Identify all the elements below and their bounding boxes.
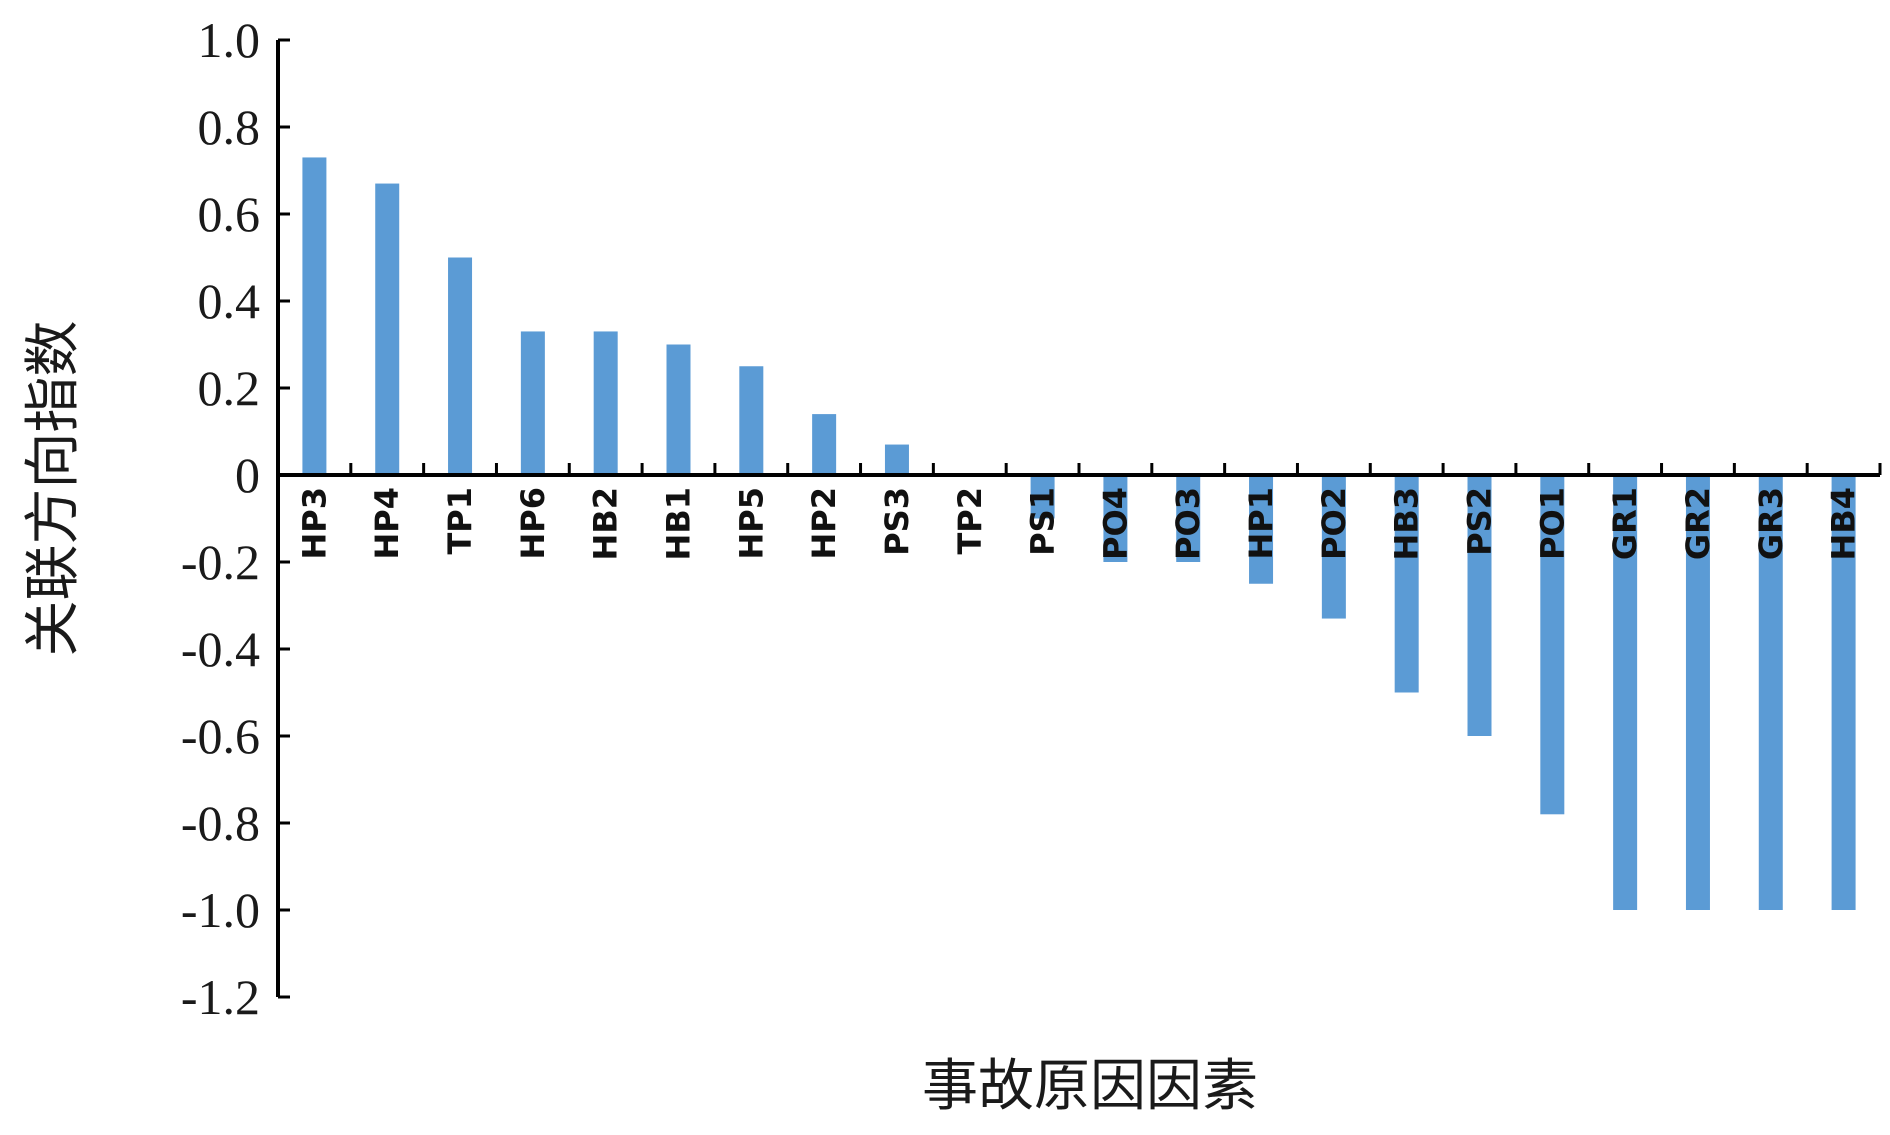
bar-hb1 (666, 344, 691, 475)
bar-hb4 (1831, 475, 1856, 910)
y-tick-label: -1.2 (181, 969, 260, 1025)
y-tick-label: -0.8 (181, 795, 260, 851)
bar-gr3 (1758, 475, 1783, 910)
bar-hb3 (1394, 475, 1419, 693)
x-tick-label: HP5 (732, 487, 770, 560)
bar-po3 (1176, 475, 1201, 562)
bar-po2 (1321, 475, 1346, 619)
x-tick-label: GR2 (1679, 487, 1717, 560)
bar-gr2 (1685, 475, 1710, 910)
x-tick-label: HB2 (587, 487, 625, 560)
y-tick-label: -0.6 (181, 708, 260, 764)
bar-hp3 (302, 157, 327, 475)
x-tick-label: TP1 (441, 487, 479, 555)
x-tick-label: HP2 (805, 487, 843, 560)
x-tick-label: PO2 (1315, 487, 1353, 560)
x-axis-title: 事故原因因素 (922, 1054, 1258, 1119)
x-tick-label: TP2 (951, 487, 989, 555)
bar-hb2 (593, 331, 618, 475)
y-axis-title: 关联方向指数 (21, 321, 86, 657)
bar-hp2 (812, 414, 837, 475)
y-tick-label: 0 (235, 447, 260, 503)
y-tick-label: 1.0 (198, 12, 261, 68)
x-tick-label: HB1 (660, 487, 698, 560)
bar-hp5 (739, 366, 764, 475)
y-tick-label: -0.2 (181, 534, 260, 590)
x-tick-label: GR3 (1752, 487, 1790, 560)
bar-ps3 (884, 444, 909, 475)
x-ticks (349, 463, 1882, 475)
bar-hp6 (520, 331, 545, 475)
y-tick-label: 0.8 (198, 99, 261, 155)
x-tick-label: PO3 (1169, 487, 1207, 560)
bars-layer (302, 157, 1856, 910)
y-tick-label: 0.4 (198, 273, 261, 329)
bar-ps1 (1030, 475, 1055, 519)
x-tick-label: HB4 (1825, 487, 1863, 560)
x-tick-label: HP3 (295, 487, 333, 560)
bar-po4 (1103, 475, 1128, 562)
x-tick-label: PS2 (1461, 487, 1499, 556)
x-tick-label: PO1 (1533, 487, 1571, 560)
bar-ps2 (1467, 475, 1492, 736)
bar-po1 (1540, 475, 1565, 815)
x-tick-labels: HP3 HP4 TP1 HP6 HB2 HB1 HP5 HP2 PS3 TP2 PS1 PO4 PO3 H… (295, 487, 1862, 560)
bar-hp1 (1249, 475, 1274, 584)
x-tick-label: HB3 (1388, 487, 1426, 560)
x-tick-label: HP6 (514, 487, 552, 560)
y-tick-label: -0.4 (181, 621, 260, 677)
bar-tp1 (448, 257, 473, 475)
y-ticks: 1.0 0.8 0.6 0.4 0.2 0 -0.2 -0.4 -0.6 -0.8 -1.0 -1.2 (181, 12, 290, 1025)
x-tick-label: HP4 (368, 487, 406, 560)
x-tick-label: PO4 (1096, 487, 1134, 560)
x-tick-label: GR1 (1606, 487, 1644, 560)
y-tick-label: 0.6 (198, 186, 261, 242)
x-tick-label: HP1 (1242, 487, 1280, 560)
bar-gr1 (1613, 475, 1638, 910)
bar-hp4 (375, 183, 400, 476)
x-tick-label: PS3 (878, 487, 916, 556)
y-tick-label: 0.2 (198, 360, 261, 416)
x-tick-label: PS1 (1024, 487, 1062, 556)
y-tick-label: -1.0 (181, 882, 260, 938)
